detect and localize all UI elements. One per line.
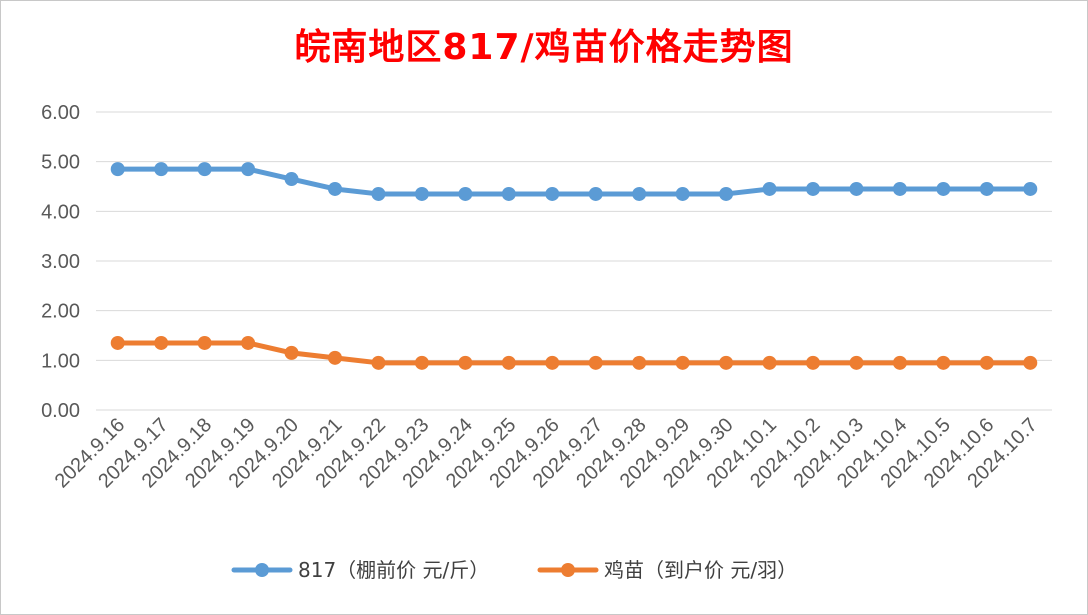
data-point (936, 355, 951, 370)
legend-item: 鸡苗（到户价 元/羽） (537, 558, 797, 582)
y-axis-ticks: 0.00 1.00 2.00 3.00 4.00 5.00 6.00 (41, 102, 80, 422)
data-point (328, 181, 342, 196)
data-point (588, 355, 603, 370)
data-point (284, 172, 299, 187)
data-point (719, 355, 734, 370)
legend-swatch-marker (561, 563, 575, 577)
legend-label: 鸡苗（到户价 元/羽） (604, 558, 797, 582)
data-point (849, 181, 864, 196)
data-point (371, 186, 386, 201)
data-point (328, 350, 342, 365)
data-point (197, 162, 212, 177)
data-point (501, 355, 516, 370)
y-tick-label: 0.00 (41, 400, 80, 422)
data-point (892, 355, 907, 370)
y-tick-label: 6.00 (41, 102, 80, 124)
legend-swatch-marker (255, 563, 269, 577)
series-1 (110, 162, 1038, 201)
data-point (806, 181, 820, 196)
data-point (501, 186, 516, 201)
gridlines (96, 111, 1052, 411)
data-point (110, 162, 125, 177)
series-lines (110, 162, 1038, 370)
data-point (414, 186, 429, 201)
data-point (1023, 181, 1038, 196)
x-axis-ticks: 2024.9.162024.9.172024.9.182024.9.192024… (51, 414, 1042, 492)
data-point (849, 355, 864, 370)
series-line (115, 166, 1033, 197)
y-tick-label: 5.00 (41, 152, 80, 174)
series-line (115, 340, 1033, 366)
data-point (675, 186, 690, 201)
data-point (241, 162, 256, 177)
data-point (632, 355, 647, 370)
series-2 (110, 335, 1038, 370)
data-point (675, 355, 690, 370)
data-point (110, 335, 125, 350)
data-point (154, 335, 169, 350)
data-point (154, 162, 169, 177)
data-point (806, 355, 820, 370)
data-point (197, 335, 212, 350)
data-point (284, 345, 299, 360)
data-point (414, 355, 429, 370)
y-tick-label: 4.00 (41, 201, 80, 223)
legend: 817（棚前价 元/斤） 鸡苗（到户价 元/羽） (231, 558, 797, 582)
data-point (371, 355, 386, 370)
legend-item: 817（棚前价 元/斤） (231, 558, 489, 582)
data-point (545, 355, 560, 370)
data-point (458, 355, 473, 370)
y-tick-label: 2.00 (41, 301, 80, 323)
data-point (762, 355, 777, 370)
y-tick-label: 3.00 (41, 251, 80, 273)
data-point (979, 355, 994, 370)
data-point (458, 186, 473, 201)
data-point (588, 186, 603, 201)
data-point (979, 181, 994, 196)
legend-label: 817（棚前价 元/斤） (298, 558, 489, 582)
chart-title: 皖南地区817/鸡苗价格走势图 (294, 27, 794, 68)
data-point (762, 181, 777, 196)
data-point (936, 181, 951, 196)
y-tick-label: 1.00 (41, 350, 80, 372)
data-point (892, 181, 907, 196)
data-point (241, 335, 256, 350)
data-point (1023, 355, 1038, 370)
data-point (545, 186, 560, 201)
data-point (719, 186, 734, 201)
data-point (632, 186, 647, 201)
